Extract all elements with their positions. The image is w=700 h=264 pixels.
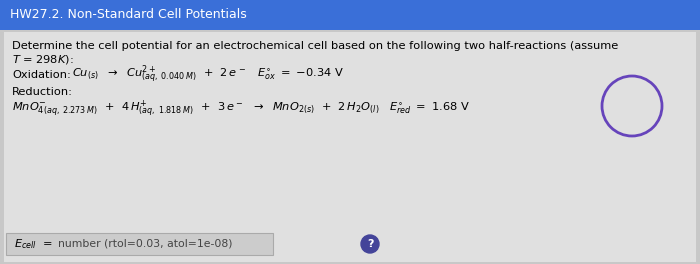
Text: $MnO^{-}_{4(aq,\;2.273\;M)}$  $+$  $4\,H^{+}_{(aq,\;1.818\;M)}$  $+$  $3\,e^-$  : $MnO^{-}_{4(aq,\;2.273\;M)}$ $+$ $4\,H^{… [12, 98, 470, 119]
FancyBboxPatch shape [0, 0, 700, 30]
FancyBboxPatch shape [4, 32, 696, 262]
Text: Reduction:: Reduction: [12, 87, 73, 97]
Text: number (rtol=0.03, atol=1e-08): number (rtol=0.03, atol=1e-08) [58, 239, 232, 249]
FancyBboxPatch shape [6, 233, 273, 255]
Text: $E_{cell}$  =: $E_{cell}$ = [14, 237, 52, 251]
Text: $T$ = 298$K$):: $T$ = 298$K$): [12, 53, 74, 65]
Text: Oxidation:: Oxidation: [12, 70, 71, 80]
Text: HW27.2. Non-Standard Cell Potentials: HW27.2. Non-Standard Cell Potentials [10, 8, 246, 21]
Text: Determine the cell potential for an electrochemical cell based on the following : Determine the cell potential for an elec… [12, 41, 618, 51]
Circle shape [361, 235, 379, 253]
Text: ?: ? [367, 239, 373, 249]
Text: $Cu_{(s)}$  $\rightarrow$  $Cu^{2+}_{(aq,\;0.040\;M)}$  $+$  $2\,e^-$   $E^{\cir: $Cu_{(s)}$ $\rightarrow$ $Cu^{2+}_{(aq,\… [72, 64, 344, 86]
